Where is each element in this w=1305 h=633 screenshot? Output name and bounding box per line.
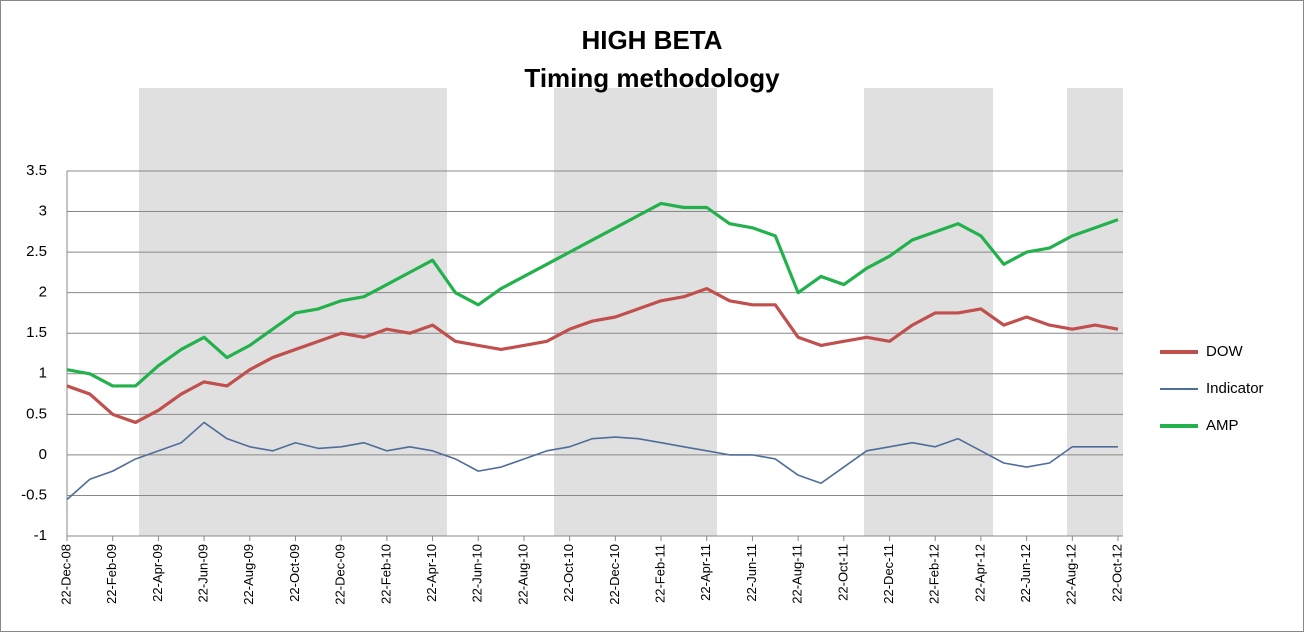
shade-band xyxy=(864,88,993,536)
x-tick-label: 22-Dec-09 xyxy=(333,544,348,605)
x-tick-label: 22-Jun-11 xyxy=(744,544,759,602)
y-tick-label: 1.5 xyxy=(26,324,47,341)
x-tick-label: 22-Jun-10 xyxy=(470,544,485,603)
x-tick-label: 22-Feb-12 xyxy=(927,544,942,604)
x-tick-label: 22-Oct-10 xyxy=(561,544,576,602)
x-tick-label: 22-Jun-09 xyxy=(196,544,211,603)
x-tick-label: 22-Feb-11 xyxy=(652,544,667,603)
x-tick-label: 22-Feb-10 xyxy=(378,544,393,604)
x-tick-label: 22-Dec-11 xyxy=(881,544,896,604)
x-tick-label: 22-Apr-12 xyxy=(972,544,987,602)
x-tick-label: 22-Jun-12 xyxy=(1018,544,1033,603)
chart-subtitle: Timing methodology xyxy=(524,63,780,93)
legend-label: AMP xyxy=(1206,417,1239,434)
y-tick-label: 3 xyxy=(39,203,47,220)
series-line xyxy=(66,287,1119,425)
y-tick-label: 2 xyxy=(39,284,47,301)
y-tick-label: 3.5 xyxy=(26,162,47,179)
y-tick-label: 0 xyxy=(39,446,47,463)
x-tick-label: 22-Oct-11 xyxy=(835,544,850,601)
x-tick-label: 22-Oct-12 xyxy=(1109,544,1124,602)
x-tick-label: 22-Feb-09 xyxy=(104,544,119,604)
y-tick-label: 2.5 xyxy=(26,243,47,260)
x-tick-label: 22-Dec-08 xyxy=(58,544,73,605)
shade-band xyxy=(554,88,717,536)
x-tick-label: 22-Apr-10 xyxy=(424,544,439,602)
x-tick-label: 22-Aug-10 xyxy=(515,544,530,605)
x-tick-label: 22-Aug-11 xyxy=(790,544,805,604)
legend-label: DOW xyxy=(1206,343,1244,360)
x-tick-label: 22-Apr-09 xyxy=(150,544,165,602)
x-tick-label: 22-Oct-09 xyxy=(287,544,302,602)
y-tick-label: 1 xyxy=(39,365,47,382)
shade-band xyxy=(139,88,447,536)
x-tick-label: 22-Aug-09 xyxy=(241,544,256,605)
series-line xyxy=(66,421,1118,501)
y-tick-label: -0.5 xyxy=(21,486,47,503)
x-tick-label: 22-Aug-12 xyxy=(1064,544,1079,605)
x-tick-label: 22-Dec-10 xyxy=(607,544,622,605)
y-tick-label: 0.5 xyxy=(26,405,47,422)
x-tick-label: 22-Apr-11 xyxy=(698,544,713,601)
legend-label: Indicator xyxy=(1206,380,1264,397)
shade-band xyxy=(1067,88,1123,536)
y-tick-label: -1 xyxy=(34,527,47,544)
chart-title: HIGH BETA xyxy=(581,25,722,55)
series-line xyxy=(66,201,1119,388)
